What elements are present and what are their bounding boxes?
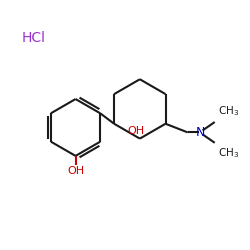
Text: OH: OH xyxy=(67,166,84,176)
Text: CH$_3$: CH$_3$ xyxy=(218,146,240,160)
Text: N: N xyxy=(196,126,205,139)
Text: OH: OH xyxy=(128,126,145,136)
Text: CH$_3$: CH$_3$ xyxy=(218,104,240,118)
Text: HCl: HCl xyxy=(21,32,45,46)
